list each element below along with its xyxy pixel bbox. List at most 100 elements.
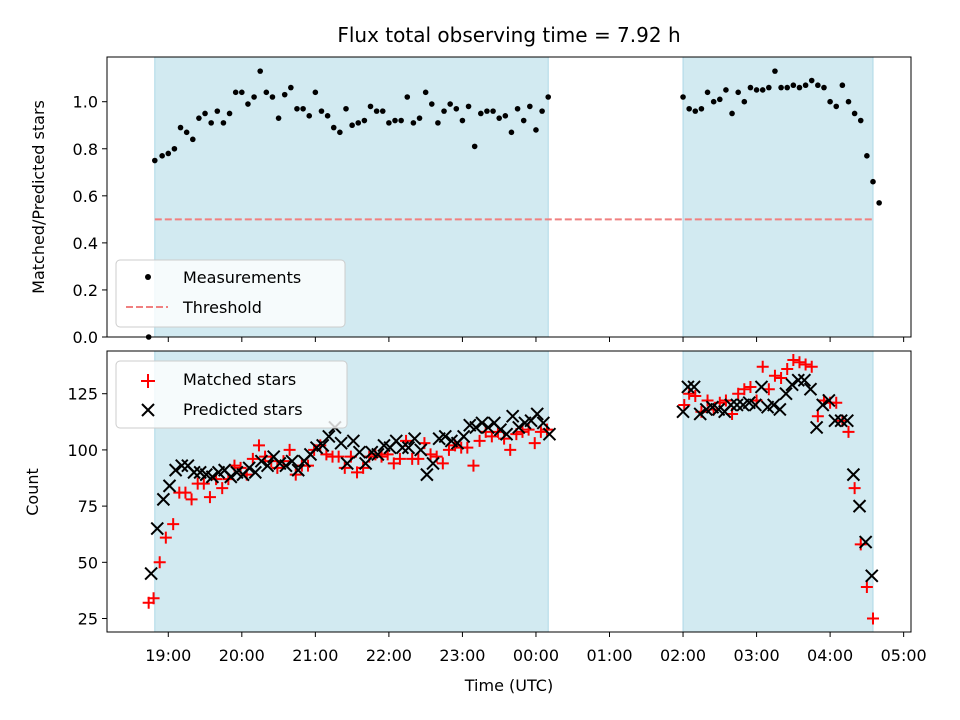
predicted-star-point	[481, 420, 495, 435]
matched-star-point	[683, 387, 696, 400]
matched-star-point	[442, 443, 455, 456]
ratio-panel-y-ticks: 0.0 0.2 0.4 0.6 0.8 1.0	[73, 93, 107, 347]
measurement-point	[839, 82, 846, 89]
measurement-point	[422, 89, 429, 96]
legend-predicted-marker	[141, 403, 155, 417]
matched-star-point	[504, 443, 517, 456]
predicted-star-point	[828, 413, 842, 428]
predicted-star-point	[542, 427, 557, 441]
predicted-star-point	[499, 427, 514, 441]
measurement-point	[343, 105, 349, 112]
predicted-star-point	[285, 454, 299, 468]
measurement-point	[275, 115, 282, 121]
measurement-point	[735, 89, 741, 96]
predicted-star-point	[168, 463, 183, 477]
predicted-star-point	[346, 434, 361, 448]
predicted-star-point	[279, 458, 293, 473]
measurement-point	[239, 89, 245, 96]
matched-star-point	[159, 531, 172, 544]
count-panel-frame	[106, 350, 912, 633]
y-tick-label: 0.6	[73, 187, 98, 206]
predicted-star-point	[840, 413, 854, 428]
measurement-point	[772, 68, 778, 74]
matched-star-point	[805, 360, 818, 373]
measurement-point	[177, 124, 184, 131]
matched-star-point	[412, 452, 425, 465]
predicted-star-point	[822, 393, 836, 408]
predicted-star-point	[797, 373, 812, 387]
legend-threshold-label: Threshold	[182, 298, 262, 317]
predicted-star-point	[791, 373, 805, 387]
matched-star-point	[732, 387, 745, 400]
predicted-star-point	[438, 429, 452, 444]
measurement-point	[496, 115, 502, 121]
x-tick-label: 20:00	[219, 646, 265, 665]
matched-star-point	[781, 362, 794, 375]
measurement-point	[300, 105, 306, 112]
measurement-point	[435, 120, 441, 126]
measurement-point	[710, 98, 717, 105]
predicted-star-point	[187, 465, 201, 480]
measurement-point	[692, 108, 699, 114]
measurement-points	[145, 68, 882, 340]
count-points	[142, 353, 880, 625]
predicted-star-point	[748, 398, 763, 412]
predicted-star-point	[493, 422, 508, 437]
predicted-star-point	[730, 398, 744, 412]
ratio-panel-y-label: Matched/Predicted stars	[29, 100, 48, 294]
matched-star-point	[153, 556, 166, 569]
y-tick-label: 125	[67, 385, 98, 404]
legend-measurements-label: Measurements	[183, 268, 301, 287]
predicted-star-point	[358, 456, 373, 471]
predicted-star-point	[754, 380, 769, 394]
predicted-star-point	[352, 445, 367, 459]
measurement-point	[373, 108, 380, 114]
y-tick-label: 25	[78, 610, 98, 629]
predicted-star-point	[162, 479, 177, 493]
measurement-point	[545, 94, 552, 100]
matched-star-point	[197, 477, 210, 490]
ratio-panel: 0.0 0.2 0.4 0.6 0.8 1.0 Matched/Predicted sta…	[29, 56, 912, 347]
measurement-point	[312, 89, 319, 96]
measurement-point	[220, 120, 227, 126]
measurement-point	[269, 94, 276, 100]
matched-star-point	[775, 371, 788, 384]
predicted-star-point	[681, 380, 695, 394]
matched-star-point	[860, 581, 873, 594]
measurement-point	[508, 129, 515, 136]
matched-star-point	[689, 389, 702, 402]
measurement-point	[465, 103, 472, 110]
matched-star-point	[701, 394, 714, 407]
measurement-point	[484, 108, 490, 114]
measurement-point	[318, 108, 325, 114]
predicted-star-point	[536, 416, 551, 430]
x-tick-label: 19:00	[145, 646, 191, 665]
measurement-point	[680, 94, 686, 100]
measurement-point	[226, 110, 233, 117]
measurement-point	[441, 108, 447, 114]
predicted-star-point	[852, 499, 867, 513]
matched-star-point	[351, 466, 364, 479]
predicted-star-point	[224, 470, 238, 484]
measurement-point	[257, 68, 264, 74]
predicted-star-point	[785, 378, 799, 392]
matched-star-point	[842, 425, 855, 438]
matched-star-point	[167, 518, 180, 531]
measurement-point	[324, 113, 331, 119]
measurement-point	[533, 127, 539, 133]
x-tick-label: 05:00	[881, 646, 927, 665]
predicted-star-point	[426, 456, 440, 471]
measurement-point	[165, 150, 172, 157]
predicted-star-point	[693, 407, 707, 421]
measurement-point	[428, 101, 435, 107]
matched-star-point	[393, 452, 406, 465]
count-legend-box	[115, 360, 348, 429]
measurement-point	[717, 96, 723, 103]
measurement-point	[189, 136, 196, 143]
predicted-star-point	[846, 467, 861, 482]
measurement-point	[183, 129, 190, 136]
matched-star-point	[314, 439, 327, 452]
y-tick-label: 0.8	[73, 140, 98, 159]
measurement-point	[502, 113, 509, 119]
measurement-point	[245, 101, 251, 107]
